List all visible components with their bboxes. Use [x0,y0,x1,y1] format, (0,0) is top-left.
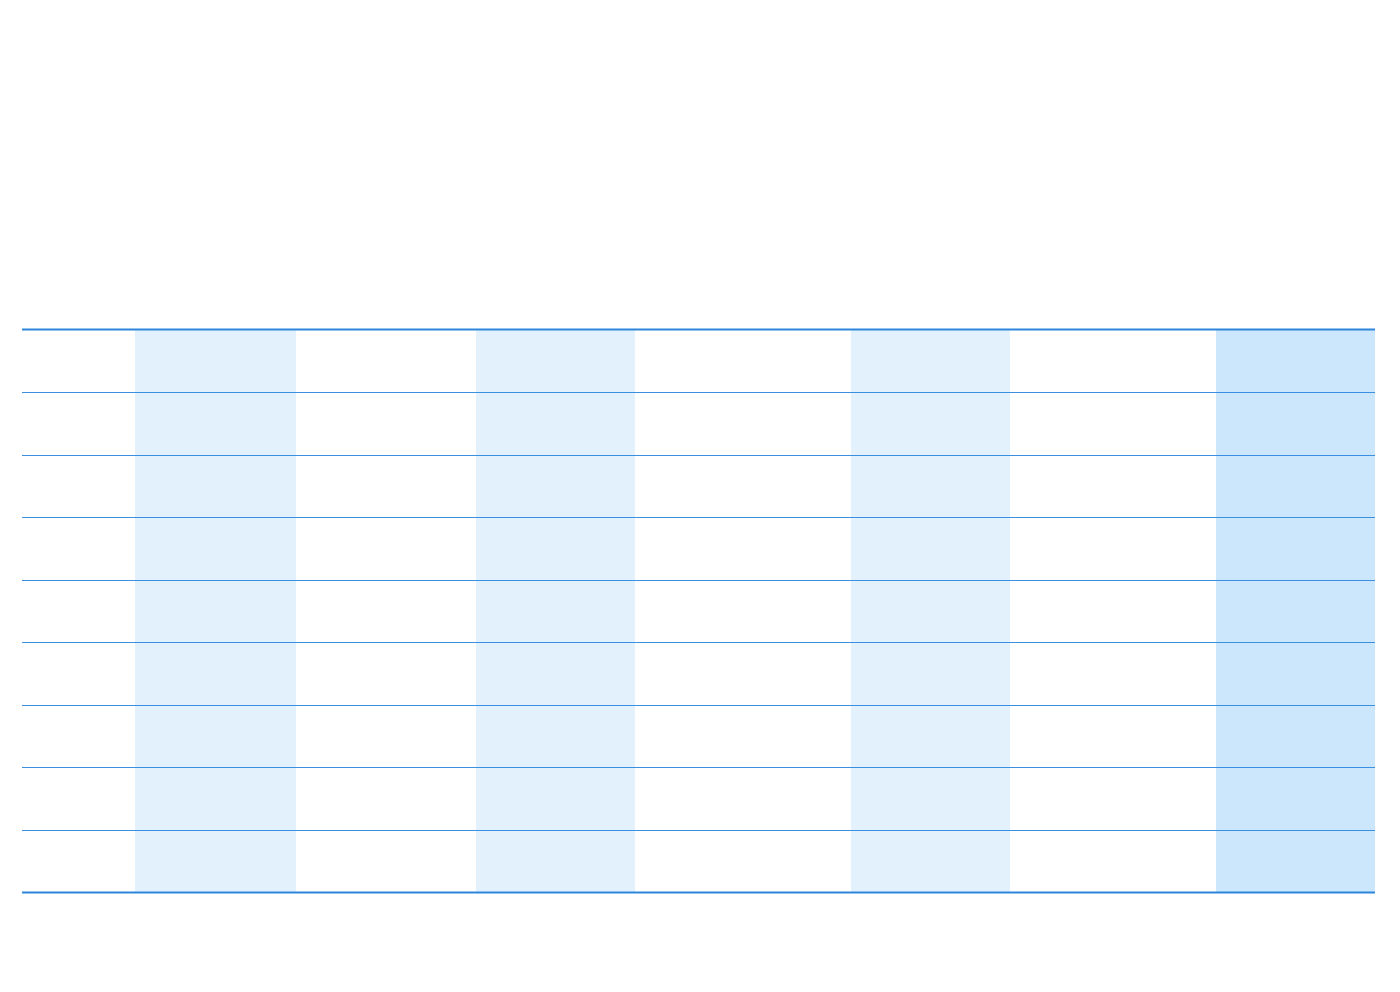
column-band-highlight [1216,329,1375,892]
column-band [476,329,635,892]
row-rules [22,328,1375,894]
column-band [851,329,1010,892]
column-band [135,329,296,892]
